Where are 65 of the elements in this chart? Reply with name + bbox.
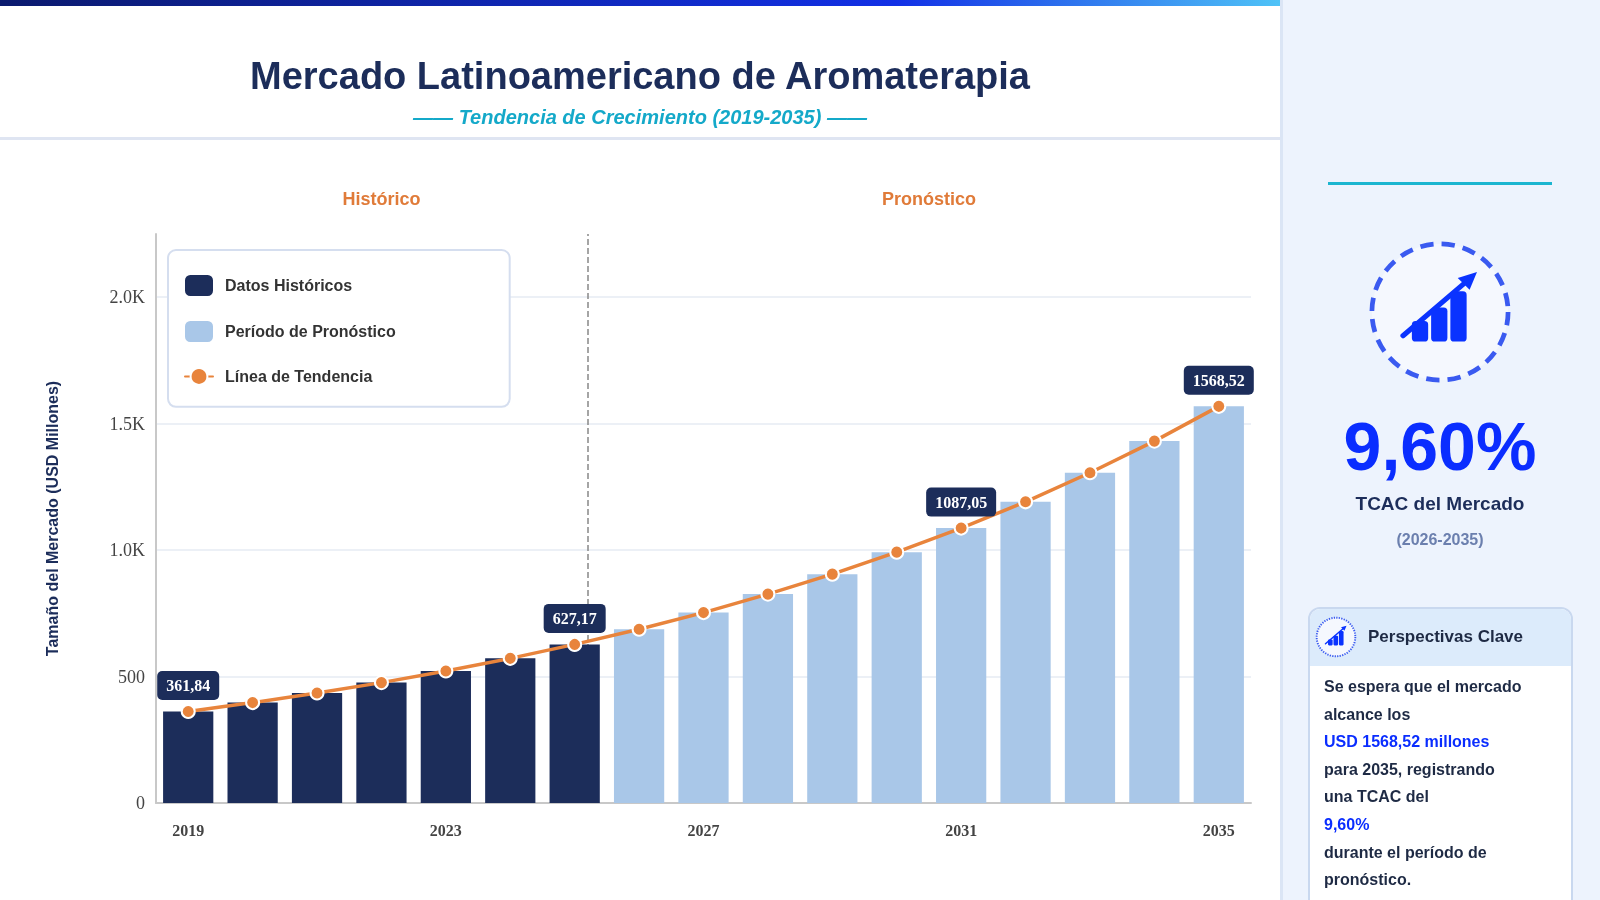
x-tick-label: 2027 [687,821,720,839]
bar [1193,406,1244,803]
y-tick-label: 500 [118,666,145,687]
y-tick-label: 1.0K [109,540,145,561]
point [953,520,969,536]
bar [549,644,600,803]
data-label: 627,17 [552,610,597,628]
x-tick-label: 2031 [945,821,978,839]
bar [1129,441,1180,803]
bar [936,528,987,803]
bar [613,629,665,803]
point [438,663,454,679]
bar [420,670,471,803]
chart-title: Mercado Latinoamericano de Aromaterapia [250,55,1031,97]
legend-label: Período de Pronóstico [225,323,396,340]
bar [1064,472,1116,803]
data-label: 361,84 [166,677,211,695]
bar [678,612,729,803]
point [889,544,905,560]
point [760,586,776,602]
bar [807,574,858,803]
bar [356,682,407,803]
legend-label: Datos Históricos [225,277,353,294]
point [631,621,647,637]
bar [291,692,343,803]
x-tick-label: 2035 [1202,821,1235,839]
point [373,675,389,691]
x-tick-label: 2023 [429,821,462,839]
bar [485,658,536,803]
text: Se espera que el mercado alcance los [1324,678,1522,723]
point [824,566,840,582]
point [502,650,518,666]
text: para 2035, registrando una TCAC del [1324,760,1495,806]
text: durante el período de pronóstico. [1324,843,1487,889]
text: Perspectivas Clave [1368,627,1523,646]
data-label: 1087,05 [935,494,988,512]
point [1146,433,1162,449]
chart-subtitle: —— Tendencia de Crecimiento (2019-2035) —— [412,106,868,128]
y-tick-label: 2.0K [109,287,145,308]
x-tick-label: 2019 [172,821,205,839]
point [567,636,583,652]
y-axis-title: Tamaño del Mercado (USD Millones) [43,380,61,657]
legend-label: Línea de Tendencia [225,367,373,385]
bar [163,711,214,803]
point [180,704,196,719]
y-tick-label: 0 [136,793,145,813]
text: USD 1568,52 millones [1324,733,1490,751]
data-label: 1568,52 [1192,372,1245,390]
text: Pronóstico [881,189,976,209]
point [696,605,711,621]
bar [742,594,794,803]
point [245,695,261,711]
text: Histórico [342,189,421,209]
text: 9,60% [1324,815,1370,833]
bar [1000,501,1051,803]
text: (2026-2035) [1396,531,1484,548]
text: 9,60% [1343,408,1537,484]
bar [227,702,278,803]
point [1082,465,1098,481]
point [309,685,325,701]
text: TCAC del Mercado [1355,493,1525,514]
point [1211,398,1227,414]
y-tick-label: 1.5K [109,413,145,434]
point [1018,494,1034,510]
bar [871,552,922,803]
